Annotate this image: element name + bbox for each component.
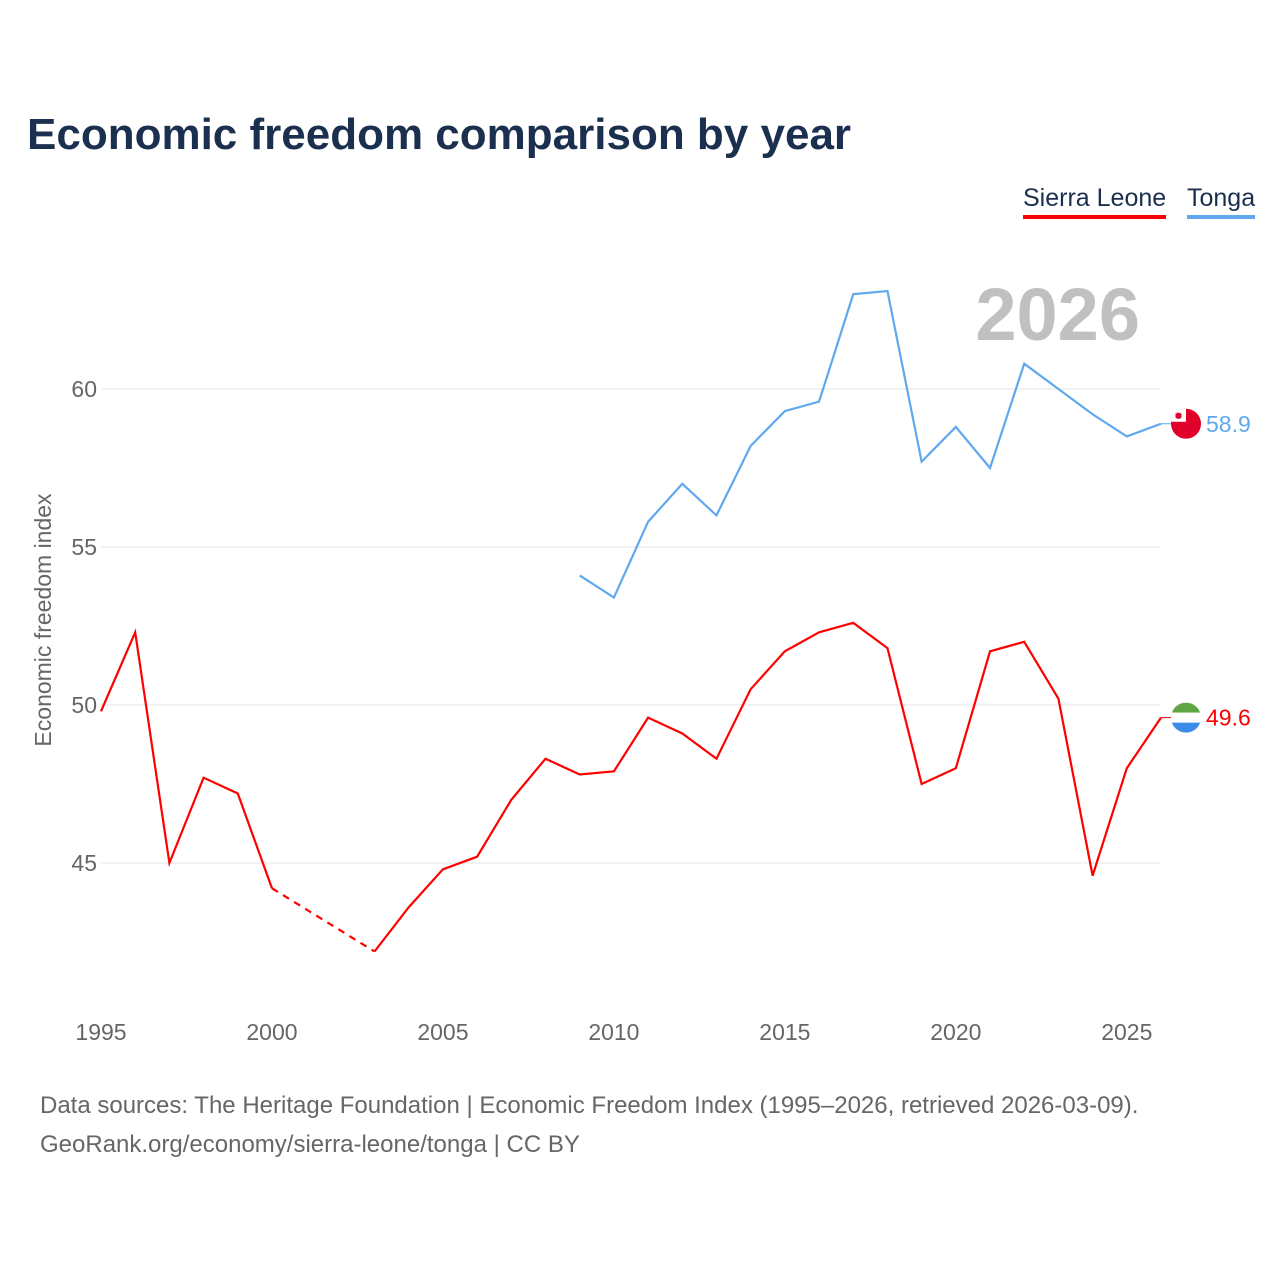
data-point (506, 795, 516, 805)
data-point (404, 902, 414, 912)
y-tick-label: 55 (71, 534, 97, 560)
y-tick-label: 50 (71, 692, 97, 718)
data-point (643, 517, 653, 527)
data-point (951, 422, 961, 432)
data-point (267, 883, 277, 893)
data-point (1019, 359, 1029, 369)
data-point (199, 773, 209, 783)
data-point (951, 763, 961, 773)
series-line-sierra-leone (373, 621, 1162, 953)
data-point (643, 713, 653, 723)
legend-sierra-leone[interactable]: Sierra Leone (1023, 184, 1167, 219)
data-point (677, 728, 687, 738)
data-point (711, 754, 721, 764)
data-point (1122, 763, 1132, 773)
x-tick-label: 2010 (588, 1019, 639, 1045)
series-line-sierra-leone (99, 628, 274, 889)
data-point (609, 766, 619, 776)
data-point (917, 457, 927, 467)
data-point (677, 479, 687, 489)
chart-title: Economic freedom comparison by year (27, 110, 852, 159)
data-point (985, 463, 995, 473)
data-point (130, 627, 140, 637)
data-point (472, 852, 482, 862)
data-point (370, 946, 380, 956)
data-point (575, 570, 585, 580)
x-tick-label: 2000 (246, 1019, 297, 1045)
y-tick-label: 60 (71, 376, 97, 402)
x-tick-label: 2005 (417, 1019, 468, 1045)
x-tick-label: 1995 (75, 1019, 126, 1045)
y-tick-label: 45 (71, 850, 97, 876)
data-point (233, 788, 243, 798)
x-tick-label: 2015 (759, 1019, 810, 1045)
y-axis-label: Economic freedom index (30, 493, 56, 747)
data-point (882, 643, 892, 653)
data-point (917, 779, 927, 789)
data-point (1053, 384, 1063, 394)
tonga-flag-icon (1171, 408, 1201, 439)
data-point (848, 289, 858, 299)
sierra-leone-flag-icon (1171, 702, 1201, 733)
data-point (780, 646, 790, 656)
data-point (746, 684, 756, 694)
footer: Data sources: The Heritage Foundation | … (40, 1086, 1138, 1164)
data-point (780, 406, 790, 416)
data-point (575, 770, 585, 780)
legend-tonga[interactable]: Tonga (1187, 184, 1256, 219)
data-point (609, 593, 619, 603)
data-point (711, 510, 721, 520)
data-point (746, 441, 756, 451)
data-point (814, 397, 824, 407)
series-line-tonga (579, 289, 1162, 600)
data-point (985, 646, 995, 656)
series-line-gap-dashed (271, 887, 376, 953)
data-point (438, 864, 448, 874)
data-point (1053, 694, 1063, 704)
year-watermark: 2026 (975, 273, 1140, 356)
data-point (814, 627, 824, 637)
end-value-label: 58.9 (1206, 411, 1251, 437)
data-point (541, 754, 551, 764)
data-point (96, 706, 106, 716)
data-point (1088, 871, 1098, 881)
data-point (1122, 431, 1132, 441)
data-point (882, 286, 892, 296)
data-point (164, 858, 174, 868)
x-tick-label: 2020 (930, 1019, 981, 1045)
data-point (848, 618, 858, 628)
end-value-label: 49.6 (1206, 705, 1251, 731)
source-url: GeoRank.org/economy/sierra-leone/tonga |… (40, 1131, 580, 1158)
data-point (1088, 409, 1098, 419)
data-source: Data sources: The Heritage Foundation | … (40, 1092, 1139, 1119)
x-tick-label: 2025 (1101, 1019, 1152, 1045)
data-point (1019, 637, 1029, 647)
